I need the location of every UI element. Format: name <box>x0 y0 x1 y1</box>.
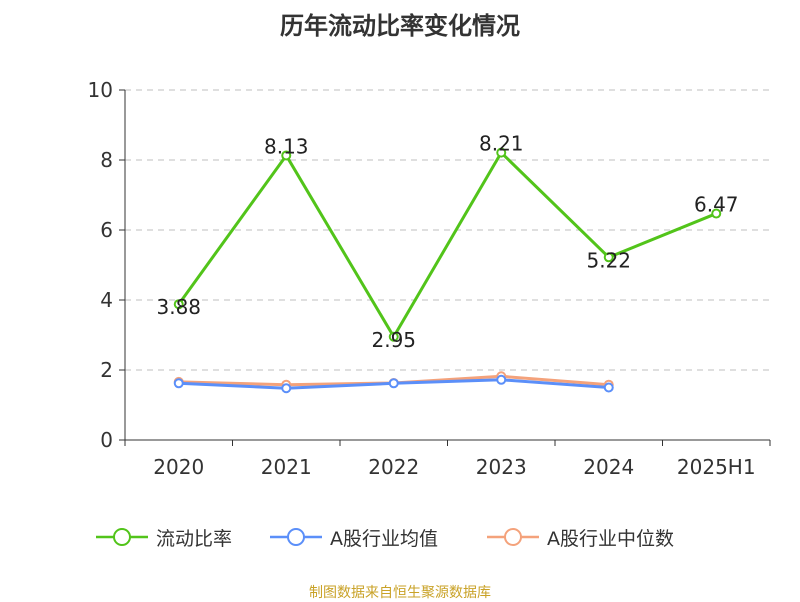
series-layer <box>173 147 722 394</box>
data-point <box>496 374 507 385</box>
data-label: 6.47 <box>694 193 739 217</box>
axis-layer: 0 2 4 6 8 10 2020 2021 2022 2023 2024 2025H1 <box>88 78 771 479</box>
y-tick-label: 0 <box>100 428 113 452</box>
data-label: 2.95 <box>371 328 416 352</box>
data-label: 3.88 <box>156 295 201 319</box>
y-tick-label: 10 <box>88 78 113 102</box>
y-tick-label: 6 <box>100 218 113 242</box>
legend-label: A股行业中位数 <box>547 527 674 550</box>
legend-marker-icon <box>96 528 148 546</box>
data-label: 5.22 <box>586 248 631 272</box>
data-label: 8.21 <box>479 132 524 156</box>
x-tick-label: 2021 <box>261 455 312 479</box>
x-tick-label: 2020 <box>153 455 204 479</box>
x-tick-label: 2022 <box>368 455 419 479</box>
x-tick-label: 2023 <box>476 455 527 479</box>
legend-label: A股行业均值 <box>330 527 438 550</box>
legend-item-industry-median[interactable]: A股行业中位数 <box>487 522 674 552</box>
y-tick-label: 4 <box>100 288 113 312</box>
data-point <box>388 331 399 342</box>
source-note: 制图数据来自恒生聚源数据库 <box>309 585 491 601</box>
legend-item-industry-average[interactable]: A股行业均值 <box>270 522 438 552</box>
y-tick-label: 8 <box>100 148 113 172</box>
y-tick-label: 2 <box>100 358 113 382</box>
chart-title: 历年流动比率变化情况 <box>280 12 520 40</box>
legend: 流动比率 A股行业均值 A股行业中位数 <box>0 522 800 552</box>
data-point <box>496 147 507 158</box>
label-layer: 3.88 8.13 2.95 8.21 5.22 6.47 <box>156 132 738 352</box>
x-tick-label: 2024 <box>583 455 634 479</box>
series-line <box>177 151 717 339</box>
grid-layer <box>125 89 770 371</box>
legend-item-current-ratio[interactable]: 流动比率 <box>96 522 232 552</box>
legend-marker-icon <box>270 528 322 546</box>
data-point <box>281 150 292 161</box>
x-tick-label: 2025H1 <box>677 455 756 479</box>
data-point <box>173 378 184 389</box>
data-point <box>603 252 614 263</box>
data-point <box>173 299 184 310</box>
data-point <box>711 208 722 219</box>
legend-label: 流动比率 <box>156 527 233 550</box>
legend-marker-icon <box>487 528 539 546</box>
data-point <box>603 382 614 393</box>
data-point <box>388 378 399 389</box>
data-label: 8.13 <box>264 134 309 158</box>
data-point <box>281 383 292 394</box>
